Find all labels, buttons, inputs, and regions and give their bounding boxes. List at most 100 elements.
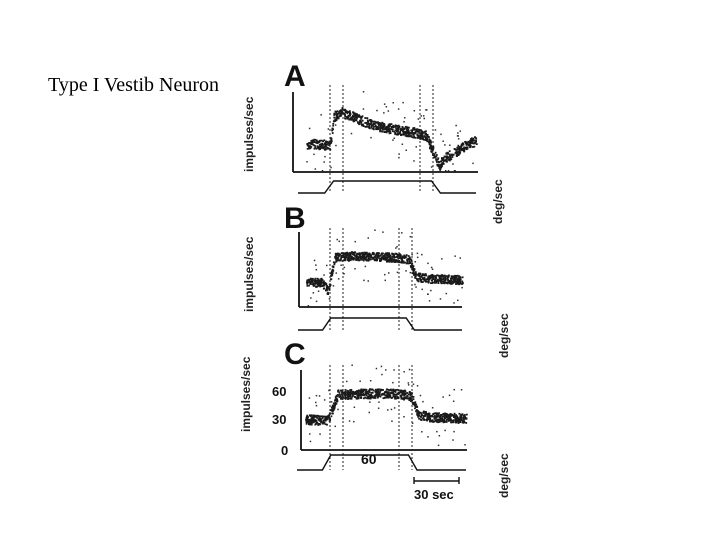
spike-rate-dot [369, 119, 372, 121]
spike-rate-dot [338, 393, 341, 396]
spike-rate-dot [420, 281, 423, 283]
spike-rate-dot [458, 278, 461, 281]
spike-rate-dot [393, 258, 395, 261]
spike-rate-dot [411, 262, 414, 265]
spike-rate-dot [412, 268, 414, 271]
outlier-dot [445, 170, 447, 172]
spike-rate-dot [343, 259, 345, 262]
spike-rate-dot [363, 397, 365, 400]
spike-rate-dot [408, 126, 410, 129]
spike-rate-dot [388, 395, 391, 398]
spike-rate-dot [347, 116, 349, 119]
spike-rate-dot [439, 168, 441, 171]
outlier-dot [402, 101, 404, 104]
spike-rate-dot [371, 394, 373, 397]
spike-rate-dot [370, 256, 372, 259]
spike-rate-dot [328, 287, 330, 290]
outlier-dot [363, 279, 365, 282]
spike-rate-dot [364, 122, 367, 124]
spike-rate-dot [361, 115, 364, 118]
spike-rate-dot [437, 282, 440, 284]
spike-rate-dot [438, 167, 441, 169]
spike-rate-dot [397, 128, 400, 130]
spike-rate-dot [321, 415, 323, 418]
spike-rate-dot [321, 279, 324, 281]
spike-rate-dot [343, 108, 345, 111]
spike-rate-dot [316, 421, 319, 424]
spike-rate-dot [322, 421, 325, 424]
spike-rate-dot [450, 277, 452, 280]
spike-rate-dot [424, 413, 426, 416]
spike-rate-dot [364, 396, 366, 399]
spike-rate-dot [333, 112, 336, 115]
spike-rate-dot [460, 419, 462, 422]
spike-rate-dot [407, 258, 409, 261]
spike-rate-dot [385, 131, 388, 134]
spike-rate-dot [451, 421, 454, 423]
spike-rate-dot [375, 128, 377, 130]
spike-rate-dot [465, 142, 467, 144]
spike-rate-dot [322, 283, 325, 285]
spike-rate-dot [436, 164, 439, 167]
spike-rate-dot [317, 418, 320, 421]
spike-rate-dot [412, 127, 415, 130]
outlier-dot [328, 298, 331, 300]
outlier-dot [401, 143, 404, 145]
outlier-dot [324, 155, 326, 158]
spike-rate-dot [352, 253, 355, 256]
outlier-dot [309, 433, 311, 435]
spike-rate-dot [373, 256, 376, 259]
spike-rate-dot [346, 112, 349, 115]
spike-rate-dot [389, 132, 392, 134]
spike-rate-dot [441, 162, 444, 164]
spike-rate-dot [440, 160, 442, 163]
spike-rate-dot [346, 389, 349, 392]
spike-rate-dot [382, 127, 384, 129]
spike-rate-dot [355, 254, 358, 257]
spike-rate-dot [438, 165, 440, 167]
spike-rate-dot [319, 146, 322, 149]
panel-a-ylabel: impulses/sec [242, 96, 256, 172]
spike-rate-dot [332, 266, 335, 269]
spike-rate-dot [354, 390, 357, 393]
outlier-dot [456, 135, 459, 137]
spike-rate-dot [342, 254, 345, 256]
spike-rate-dot [429, 419, 431, 422]
spike-rate-dot [438, 416, 441, 418]
spike-rate-dot [371, 127, 374, 130]
outlier-dot [337, 278, 340, 280]
panel-letter-c: C [284, 338, 306, 371]
spike-rate-dot [431, 273, 434, 276]
spike-rate-dot [451, 277, 454, 279]
spike-rate-dot [448, 414, 450, 416]
spike-rate-dot [344, 117, 347, 120]
spike-rate-dot [367, 259, 370, 262]
outlier-dot [455, 124, 457, 127]
spike-rate-dot [451, 414, 453, 417]
spike-rate-dot [387, 396, 390, 399]
spike-rate-dot [425, 419, 427, 421]
spike-rate-dot [435, 155, 438, 158]
spike-rate-dot [315, 281, 318, 283]
outlier-dot [369, 401, 371, 403]
spike-rate-dot [391, 260, 394, 263]
outlier-dot [425, 109, 427, 111]
spike-rate-dot [379, 395, 382, 398]
spike-rate-dot [454, 277, 457, 280]
spike-rate-dot [395, 397, 397, 400]
spike-rate-dot [337, 254, 340, 257]
spike-rate-dot [464, 147, 467, 149]
spike-rate-dot [401, 391, 403, 394]
spike-rate-dot [389, 128, 391, 130]
spike-rate-dot [361, 255, 363, 258]
spike-rate-dot [376, 127, 379, 130]
spike-rate-dot [391, 128, 394, 131]
spike-rate-dot [347, 391, 349, 393]
spike-rate-dot [428, 278, 430, 280]
spike-rate-dot [315, 414, 318, 417]
spike-rate-dot [461, 421, 464, 424]
spike-rate-dot [323, 419, 326, 421]
spike-rate-dot [440, 414, 442, 416]
spike-rate-dot [321, 147, 324, 149]
spike-rate-dot [459, 278, 462, 281]
